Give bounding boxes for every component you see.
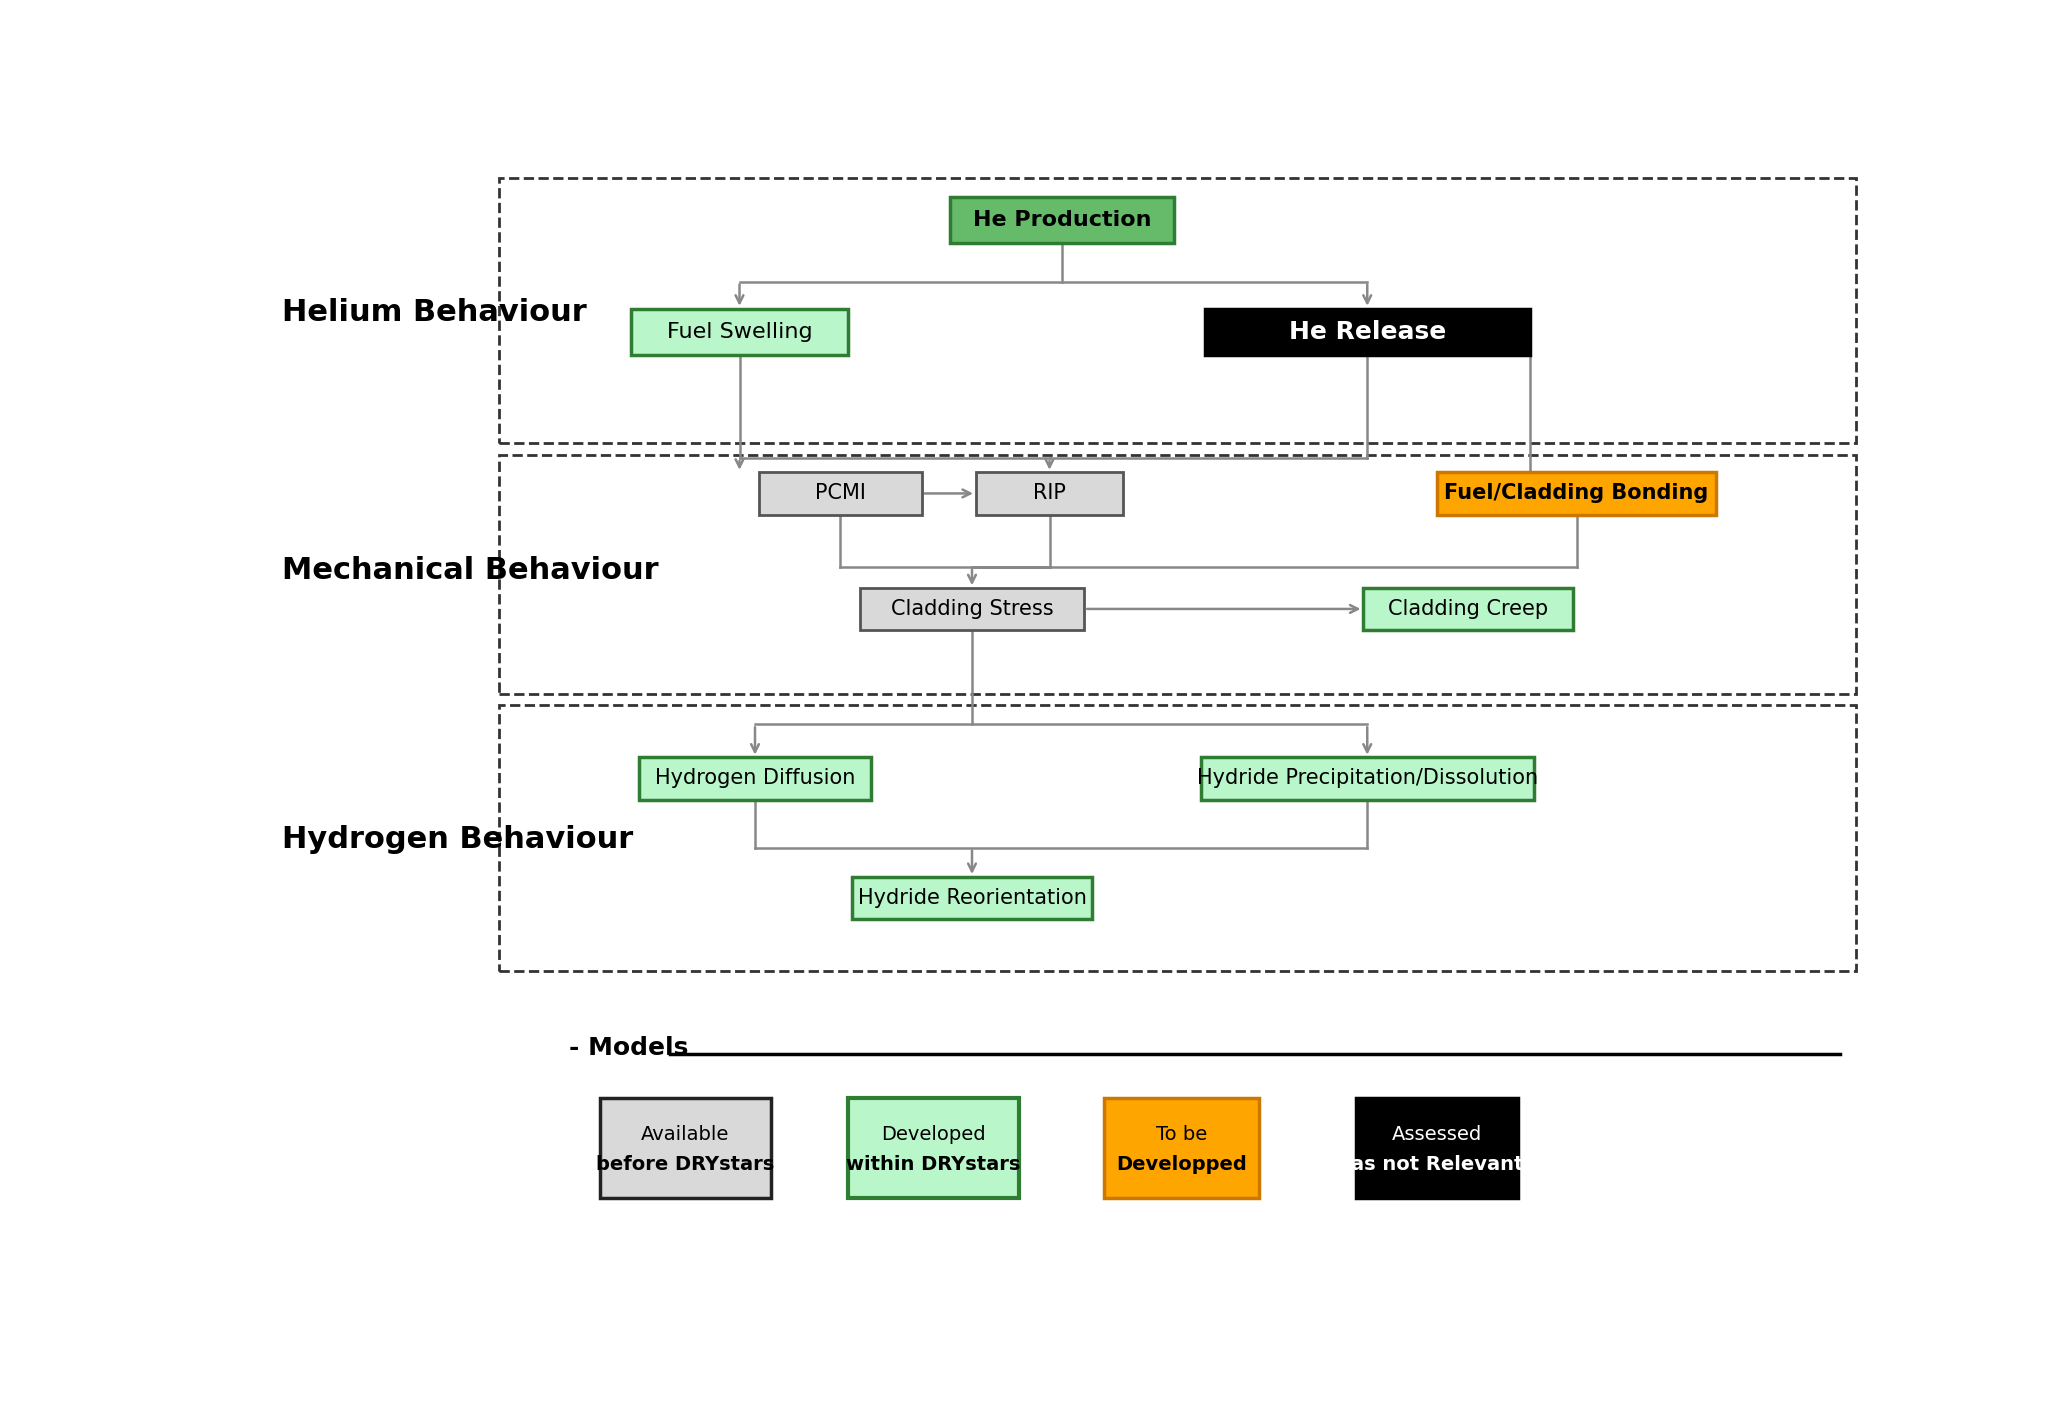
Text: Mechanical Behaviour: Mechanical Behaviour: [282, 555, 659, 585]
Text: He Production: He Production: [972, 210, 1152, 230]
Text: Hydrogen Behaviour: Hydrogen Behaviour: [282, 826, 634, 854]
Text: Fuel Swelling: Fuel Swelling: [667, 322, 812, 341]
Text: as not Relevant: as not Relevant: [1351, 1155, 1523, 1175]
FancyBboxPatch shape: [852, 877, 1092, 918]
Text: RIP: RIP: [1034, 483, 1065, 503]
FancyBboxPatch shape: [949, 197, 1175, 244]
Text: - Models: - Models: [570, 1036, 688, 1060]
Text: Hydride Precipitation/Dissolution: Hydride Precipitation/Dissolution: [1198, 768, 1537, 788]
FancyBboxPatch shape: [847, 1098, 1019, 1197]
FancyBboxPatch shape: [1363, 588, 1573, 631]
Text: Hydride Reorientation: Hydride Reorientation: [858, 887, 1086, 908]
FancyBboxPatch shape: [1104, 1098, 1260, 1197]
Text: Hydrogen Diffusion: Hydrogen Diffusion: [655, 768, 856, 788]
FancyBboxPatch shape: [1438, 472, 1716, 514]
Text: Developped: Developped: [1117, 1155, 1247, 1175]
Text: Helium Behaviour: Helium Behaviour: [282, 298, 586, 327]
Text: Available: Available: [640, 1125, 729, 1144]
FancyBboxPatch shape: [1355, 1098, 1519, 1197]
Text: Cladding Stress: Cladding Stress: [891, 599, 1053, 619]
Text: Cladding Creep: Cladding Creep: [1388, 599, 1548, 619]
FancyBboxPatch shape: [758, 472, 922, 514]
Text: before DRYstars: before DRYstars: [597, 1155, 775, 1175]
Text: He Release: He Release: [1289, 320, 1446, 344]
FancyBboxPatch shape: [1200, 757, 1533, 799]
Text: To be: To be: [1156, 1125, 1206, 1144]
Text: PCMI: PCMI: [814, 483, 866, 503]
FancyBboxPatch shape: [632, 309, 847, 354]
FancyBboxPatch shape: [601, 1098, 771, 1197]
FancyBboxPatch shape: [976, 472, 1123, 514]
FancyBboxPatch shape: [860, 588, 1084, 631]
Text: Fuel/Cladding Bonding: Fuel/Cladding Bonding: [1444, 483, 1709, 503]
Text: within DRYstars: within DRYstars: [845, 1155, 1019, 1175]
Text: Developed: Developed: [881, 1125, 986, 1144]
Text: Assessed: Assessed: [1392, 1125, 1481, 1144]
FancyBboxPatch shape: [638, 757, 870, 799]
FancyBboxPatch shape: [1204, 309, 1529, 354]
